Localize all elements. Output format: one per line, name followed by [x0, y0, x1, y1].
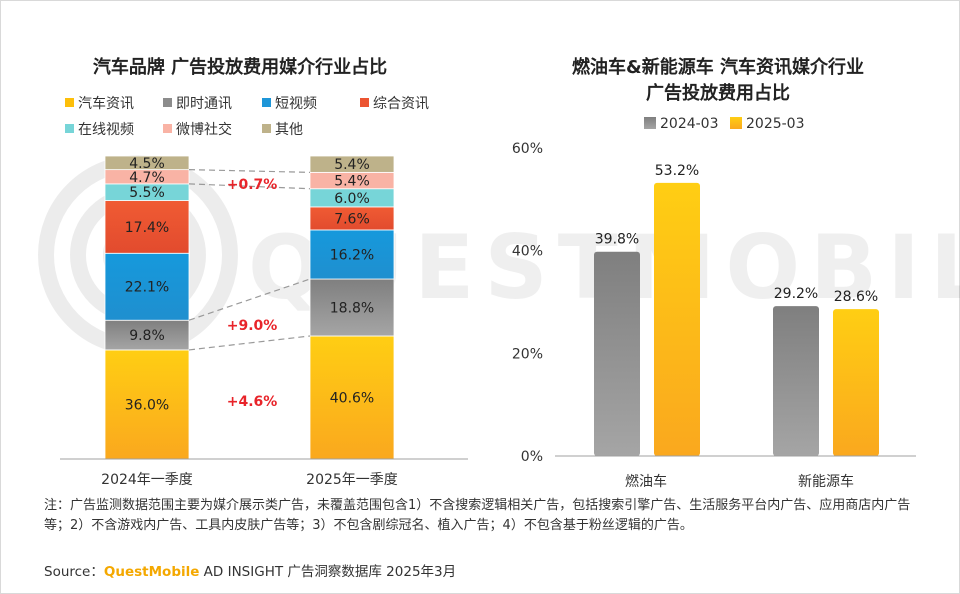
- bar-value-label: 29.2%: [774, 286, 818, 302]
- bar-value-label: 28.6%: [834, 289, 878, 305]
- source-suffix: AD INSIGHT 广告洞察数据库 2025年3月: [199, 564, 457, 580]
- segment-value-label: 22.1%: [125, 280, 169, 296]
- segment-value-label: 36.0%: [125, 397, 169, 413]
- dashed-connector: [188, 278, 311, 321]
- stacked-bar-segment: [104, 252, 190, 321]
- right-chart-title-line1: 燃油车&新能源车 汽车资讯媒介行业: [572, 56, 864, 78]
- dashed-connector: [188, 169, 311, 173]
- source-prefix: Source：: [44, 564, 104, 580]
- grouped-bar: [773, 306, 819, 456]
- left-legend-swatch: [65, 124, 74, 133]
- left-x-tick-1: 2025年一季度: [306, 472, 398, 488]
- left-stacked-bars: 36.0% 9.8% 22.1% 17.4% 5.5%4.7%4.5% 40.6% 18.8…: [104, 155, 395, 460]
- bar-value-label: 39.8%: [595, 232, 639, 248]
- annotation-plus-9-0: +9.0%: [227, 318, 278, 334]
- right-y-tick-label: 40%: [512, 244, 543, 260]
- bar-value-label: 53.2%: [655, 163, 699, 179]
- right-y-axis: 0% 20% 40% 60%: [512, 141, 543, 465]
- left-legend-label: 短视频: [275, 96, 317, 112]
- source-line: Source：QuestMobile AD INSIGHT 广告洞察数据库 20…: [44, 560, 456, 580]
- stacked-bar-segment: [309, 335, 395, 460]
- segment-value-label: 7.6%: [334, 211, 370, 227]
- stacked-bar-segment: [309, 229, 395, 280]
- grouped-bar: [833, 309, 879, 456]
- left-legend-swatch: [65, 98, 74, 107]
- left-legend-label: 即时通讯: [176, 96, 232, 112]
- right-x-tick-0: 燃油车: [625, 473, 667, 490]
- segment-value-label: 18.8%: [330, 301, 374, 317]
- grouped-bar: [594, 251, 640, 456]
- segment-value-label: 5.5%: [129, 185, 165, 201]
- left-legend-swatch: [163, 98, 172, 107]
- segment-value-label: 16.2%: [330, 247, 374, 263]
- left-chart-title: 汽车品牌 广告投放费用媒介行业占比: [93, 56, 387, 78]
- dashed-connector: [188, 335, 311, 351]
- left-legend-swatch: [360, 98, 369, 107]
- stacked-bar-segment: [309, 155, 395, 173]
- right-legend-label: 2024-03: [660, 116, 719, 132]
- right-y-tick-label: 20%: [512, 346, 543, 362]
- dashed-connector: [188, 183, 311, 190]
- annotation-plus-0-7: +0.7%: [227, 177, 278, 193]
- right-legend-swatch: [730, 117, 742, 129]
- stacked-bar-segment: [104, 319, 190, 351]
- left-legend-swatch: [262, 98, 271, 107]
- source-brand: QuestMobile: [103, 564, 200, 580]
- segment-value-label: 4.5%: [129, 156, 165, 172]
- left-connectors: [188, 169, 311, 351]
- right-x-tick-1: 新能源车: [798, 473, 854, 490]
- left-legend-swatch: [262, 124, 271, 133]
- annotation-plus-4-6: +4.6%: [227, 394, 278, 410]
- right-y-tick-label: 60%: [512, 141, 543, 157]
- stacked-bar-segment: [104, 155, 190, 171]
- left-legend-swatch: [163, 124, 172, 133]
- right-chart-title-line2: 广告投放费用占比: [646, 82, 790, 104]
- left-x-tick-0: 2024年一季度: [101, 472, 193, 488]
- right-legend: 2024-03 2025-03: [644, 116, 805, 132]
- right-legend-label: 2025-03: [746, 116, 805, 132]
- segment-value-label: 9.8%: [129, 328, 165, 344]
- segment-value-label: 17.4%: [125, 220, 169, 236]
- left-legend-label: 综合资讯: [373, 96, 429, 112]
- stacked-bar-segment: [104, 349, 190, 460]
- segment-value-label: 4.7%: [129, 170, 165, 186]
- left-legend-label: 在线视频: [78, 122, 134, 138]
- left-legend-label: 汽车资讯: [78, 95, 134, 112]
- stacked-bar-segment: [309, 278, 395, 337]
- left-legend-label: 微博社交: [176, 121, 232, 138]
- segment-value-label: 6.0%: [334, 191, 370, 207]
- segment-value-label: 40.6%: [330, 390, 374, 406]
- footnote: 注：广告监测数据范围主要为媒介展示类广告，未覆盖范围包含1）不含搜索逻辑相关广告…: [44, 498, 911, 533]
- left-legend-label: 其他: [275, 122, 303, 138]
- grouped-bar: [654, 182, 700, 456]
- right-y-tick-label: 0%: [521, 449, 543, 465]
- segment-value-label: 5.4%: [334, 157, 370, 173]
- right-legend-swatch: [644, 117, 656, 129]
- segment-value-label: 5.4%: [334, 174, 370, 190]
- right-bars: 39.8% 53.2% 29.2% 28.6%: [594, 163, 879, 456]
